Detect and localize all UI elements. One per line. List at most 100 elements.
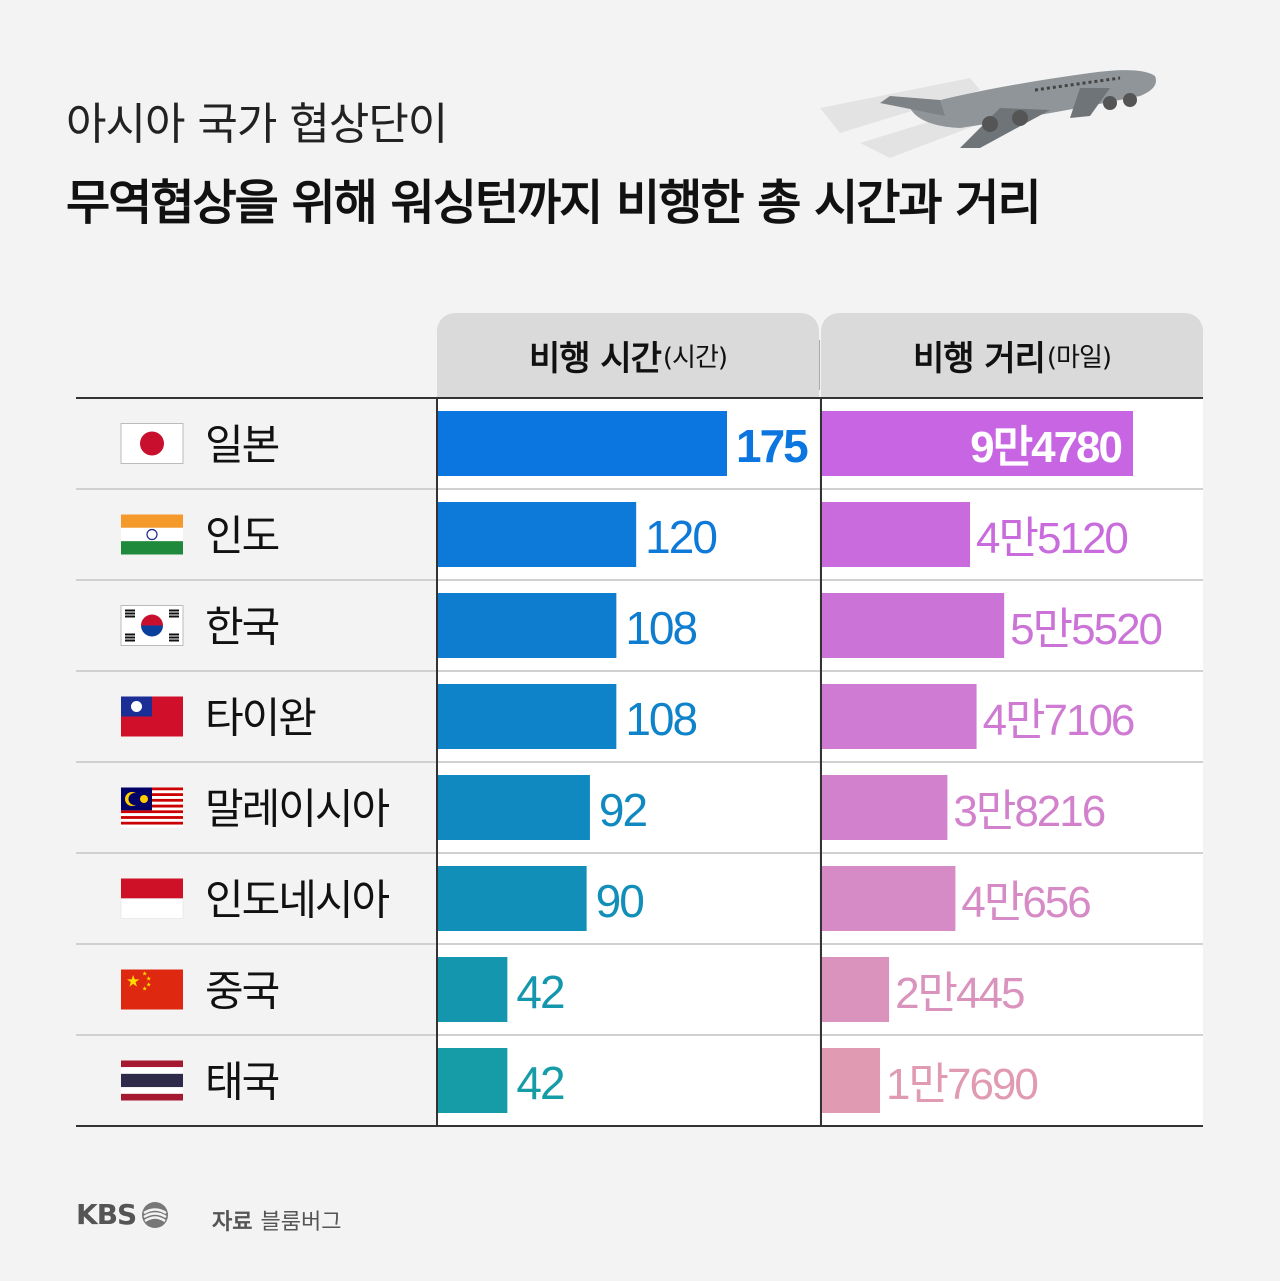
footer-source: 자료 블룸버그	[212, 1204, 341, 1236]
header-flight-distance-unit: (마일)	[1046, 342, 1112, 373]
time-bar	[438, 593, 617, 658]
time-bar	[438, 411, 727, 476]
distance-bar	[822, 957, 890, 1022]
country-label: 태국	[205, 1058, 279, 1107]
header-flight-time-label: 비행 시간	[528, 338, 662, 379]
flag-stripe	[121, 527, 183, 542]
flag-stripe	[121, 1060, 183, 1068]
time-value-label: 92	[599, 784, 647, 836]
flag-small-star: ★	[142, 986, 147, 993]
time-bar	[438, 866, 587, 931]
flag-japan-icon	[120, 423, 184, 464]
country-label: 일본	[205, 421, 279, 470]
flag-trigram-bar	[125, 639, 135, 642]
flag-stripe	[120, 898, 184, 919]
flag-taeguk-blue	[141, 625, 163, 637]
time-value-label: 42	[516, 966, 564, 1018]
footer-source-name: 블룸버그	[260, 1210, 342, 1235]
distance-bar	[822, 775, 948, 840]
country-label: 한국	[205, 603, 279, 652]
flag-stripe	[121, 810, 183, 814]
flag-stripe	[121, 1087, 183, 1094]
distance-value-label: 5만5520	[1010, 605, 1161, 654]
flag-sun	[131, 701, 142, 712]
header-flight-time-unit: (시간)	[662, 342, 728, 373]
flag-stripe	[121, 813, 183, 817]
kbs-logo: KBS	[76, 1198, 170, 1231]
country-label: 중국	[205, 967, 279, 1016]
distance-bar	[822, 1048, 881, 1113]
flag-indonesia-icon	[120, 878, 184, 919]
flag-trigram-bar	[125, 633, 135, 636]
flag-stripe	[121, 818, 183, 822]
flag-trigram-bar	[169, 615, 179, 618]
footer-source-label: 자료	[212, 1210, 253, 1235]
country-label: 인도네시아	[205, 876, 390, 925]
time-bar	[438, 502, 637, 567]
airplane-icon	[820, 70, 1156, 158]
time-bar	[438, 684, 617, 749]
flag-small-star: ★	[142, 971, 147, 978]
distance-bar	[822, 502, 971, 567]
distance-value-label: 4만7106	[983, 696, 1134, 745]
flag-trigram-bar	[169, 639, 179, 642]
header-flight-time: 비행 시간 (시간)	[437, 313, 819, 397]
distance-value-label: 4만656	[961, 878, 1090, 927]
time-value-label: 175	[736, 420, 808, 472]
kbs-logo-text: KBS	[76, 1198, 137, 1231]
distance-value-label: 3만8216	[953, 787, 1104, 836]
flag-malaysia-icon	[121, 787, 183, 828]
flag-stripe	[121, 824, 183, 828]
flag-taiwan-icon	[121, 696, 183, 737]
distance-bar	[822, 593, 1005, 658]
flag-stripe	[121, 1073, 183, 1081]
flag-india-icon	[121, 514, 183, 555]
flag-trigram-bar	[169, 612, 179, 615]
flag-crescent-cut	[128, 793, 141, 805]
distance-value-label: 1만7690	[886, 1060, 1037, 1109]
flag-wheel	[146, 528, 158, 541]
distance-value-label: 4만5120	[976, 514, 1127, 563]
country-label: 말레이시아	[205, 785, 390, 834]
distance-value-label: 9만4780	[970, 423, 1121, 472]
flag-trigram-bar	[169, 609, 179, 612]
flag-disc	[140, 431, 164, 456]
flag-stripe	[121, 878, 183, 899]
flag-stripe	[121, 541, 183, 555]
title-line-2: 무역협상을 위해 워싱턴까지 비행한 총 시간과 거리	[66, 175, 1042, 231]
flag-stripe	[121, 816, 183, 819]
header-flight-distance: 비행 거리 (마일)	[821, 313, 1203, 397]
distance-bar	[822, 684, 977, 749]
flag-small-star: ★	[146, 982, 151, 989]
distance-bar	[822, 866, 956, 931]
flag-thailand-icon	[121, 1060, 183, 1101]
distance-bar	[822, 411, 1133, 476]
time-value-label: 108	[625, 693, 696, 745]
flag-star	[140, 795, 148, 803]
flag-trigram-bar	[169, 636, 179, 639]
flag-stripe	[121, 1080, 183, 1088]
time-value-label: 42	[516, 1057, 564, 1109]
flag-stripe	[121, 514, 183, 528]
time-bar	[438, 1048, 508, 1113]
flag-trigram-bar	[125, 609, 135, 612]
flag-taeguk-red	[141, 614, 163, 626]
flag-small-star: ★	[146, 976, 151, 983]
flag-star: ★	[126, 972, 140, 991]
country-label: 타이완	[205, 694, 316, 743]
kbs-ring-icon	[142, 1201, 169, 1228]
flag-trigram-bar	[169, 633, 179, 636]
flag-stripe	[121, 821, 183, 825]
header-separator	[819, 340, 820, 390]
country-label: 인도	[205, 512, 279, 561]
header-flight-distance-label: 비행 거리	[912, 338, 1046, 379]
time-bar	[438, 957, 508, 1022]
flag-stripe	[121, 1067, 183, 1074]
flag-trigram-bar	[125, 612, 135, 615]
time-bar	[438, 775, 590, 840]
flag-trigram-bar	[125, 615, 135, 618]
title-line-1: 아시아 국가 협상단이	[66, 99, 448, 150]
flag-trigram-bar	[125, 636, 135, 639]
flag-china-icon: ★ ★★★★	[121, 969, 183, 1010]
